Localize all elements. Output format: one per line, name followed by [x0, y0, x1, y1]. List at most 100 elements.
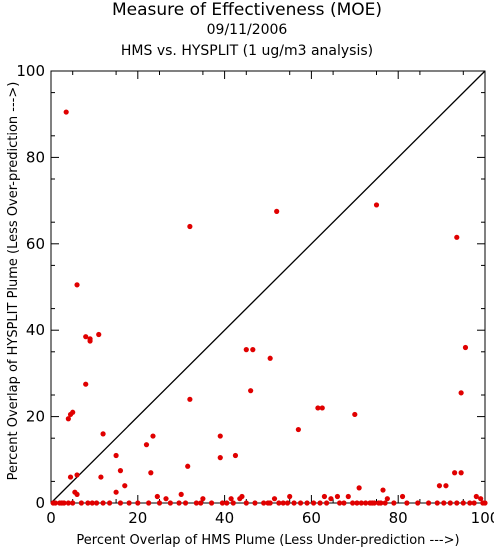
- data-point: [167, 500, 173, 506]
- data-point: [371, 500, 377, 506]
- data-point: [200, 496, 206, 502]
- y-tick-label: 40: [26, 321, 45, 339]
- data-point: [447, 500, 453, 506]
- y-axis-label: Percent Overlap of HYSPLIT Plume (Less O…: [6, 82, 21, 481]
- data-point: [363, 500, 369, 506]
- data-point: [291, 500, 297, 506]
- data-point: [482, 500, 488, 506]
- data-point: [280, 500, 286, 506]
- data-point: [113, 489, 119, 495]
- data-points: [50, 109, 488, 506]
- data-point: [471, 500, 477, 506]
- data-point: [106, 500, 113, 506]
- data-point: [391, 500, 397, 506]
- data-point: [380, 487, 386, 493]
- data-point: [89, 500, 95, 506]
- data-point: [187, 223, 193, 230]
- data-point: [232, 452, 239, 459]
- y-axis: 0 20 40 60 80 100: [16, 62, 485, 512]
- data-point: [287, 493, 293, 500]
- data-point: [478, 496, 484, 502]
- data-point: [146, 500, 152, 506]
- data-point: [78, 500, 84, 506]
- data-point: [176, 500, 182, 506]
- x-tick-label: 80: [389, 509, 408, 527]
- data-point: [135, 500, 141, 506]
- data-point: [126, 500, 132, 506]
- data-point: [458, 390, 464, 396]
- data-point: [382, 500, 388, 506]
- data-point: [454, 500, 460, 506]
- chart-title: Measure of Effectiveness (MOE): [111, 0, 383, 20]
- data-point: [274, 208, 280, 214]
- data-point: [462, 344, 469, 351]
- chart-analysis-subtitle: HMS vs. HYSPLIT (1 ug/m3 analysis): [120, 43, 374, 59]
- data-point: [443, 483, 449, 489]
- data-point: [182, 500, 189, 506]
- x-tick-label: 100: [471, 509, 494, 527]
- data-point: [83, 334, 89, 340]
- data-point: [473, 493, 479, 500]
- data-point: [65, 500, 71, 506]
- data-point: [243, 347, 249, 353]
- data-point: [345, 493, 351, 500]
- data-point: [93, 500, 100, 506]
- data-point: [122, 483, 128, 489]
- data-point: [297, 500, 304, 506]
- data-point: [467, 500, 473, 506]
- data-point: [100, 500, 106, 506]
- data-point: [156, 500, 163, 506]
- data-point: [228, 496, 234, 502]
- data-point: [250, 347, 256, 353]
- data-point: [70, 409, 76, 415]
- data-point: [100, 431, 106, 437]
- data-point: [185, 463, 191, 469]
- data-point: [148, 470, 154, 476]
- data-point: [334, 493, 341, 500]
- data-point: [384, 496, 390, 502]
- data-point: [217, 433, 223, 439]
- data-point: [154, 493, 160, 500]
- data-point: [399, 493, 406, 500]
- data-point: [341, 500, 347, 506]
- data-point: [267, 355, 273, 361]
- data-point: [239, 493, 245, 500]
- data-point: [117, 500, 124, 506]
- chart-date: 09/11/2006: [206, 22, 288, 38]
- data-point: [219, 500, 226, 506]
- data-point: [337, 500, 343, 506]
- data-point: [321, 493, 328, 500]
- data-point: [74, 491, 80, 497]
- y-tick-label: 80: [26, 148, 45, 166]
- x-tick-label: 60: [302, 509, 321, 527]
- data-point: [315, 405, 321, 411]
- data-point: [208, 500, 215, 506]
- data-point: [113, 452, 119, 459]
- data-point: [373, 202, 380, 208]
- y-tick-label: 100: [16, 62, 45, 80]
- data-point: [284, 500, 291, 506]
- data-point: [352, 411, 358, 418]
- data-point: [271, 496, 278, 502]
- data-point: [319, 405, 325, 411]
- data-point: [52, 500, 58, 506]
- data-point: [323, 500, 330, 506]
- data-point: [404, 500, 410, 506]
- data-point: [87, 336, 93, 342]
- data-point: [96, 331, 102, 338]
- data-point: [458, 470, 464, 476]
- data-point: [295, 426, 301, 433]
- data-point: [460, 500, 466, 506]
- data-point: [261, 500, 267, 506]
- data-point: [98, 474, 104, 480]
- data-point: [441, 500, 447, 506]
- data-point: [436, 483, 443, 489]
- data-point: [252, 500, 258, 506]
- data-point: [65, 416, 71, 422]
- data-point: [163, 496, 169, 502]
- x-tick-label: 20: [128, 509, 147, 527]
- data-point: [267, 500, 273, 506]
- data-point: [198, 500, 204, 506]
- data-point: [61, 500, 67, 506]
